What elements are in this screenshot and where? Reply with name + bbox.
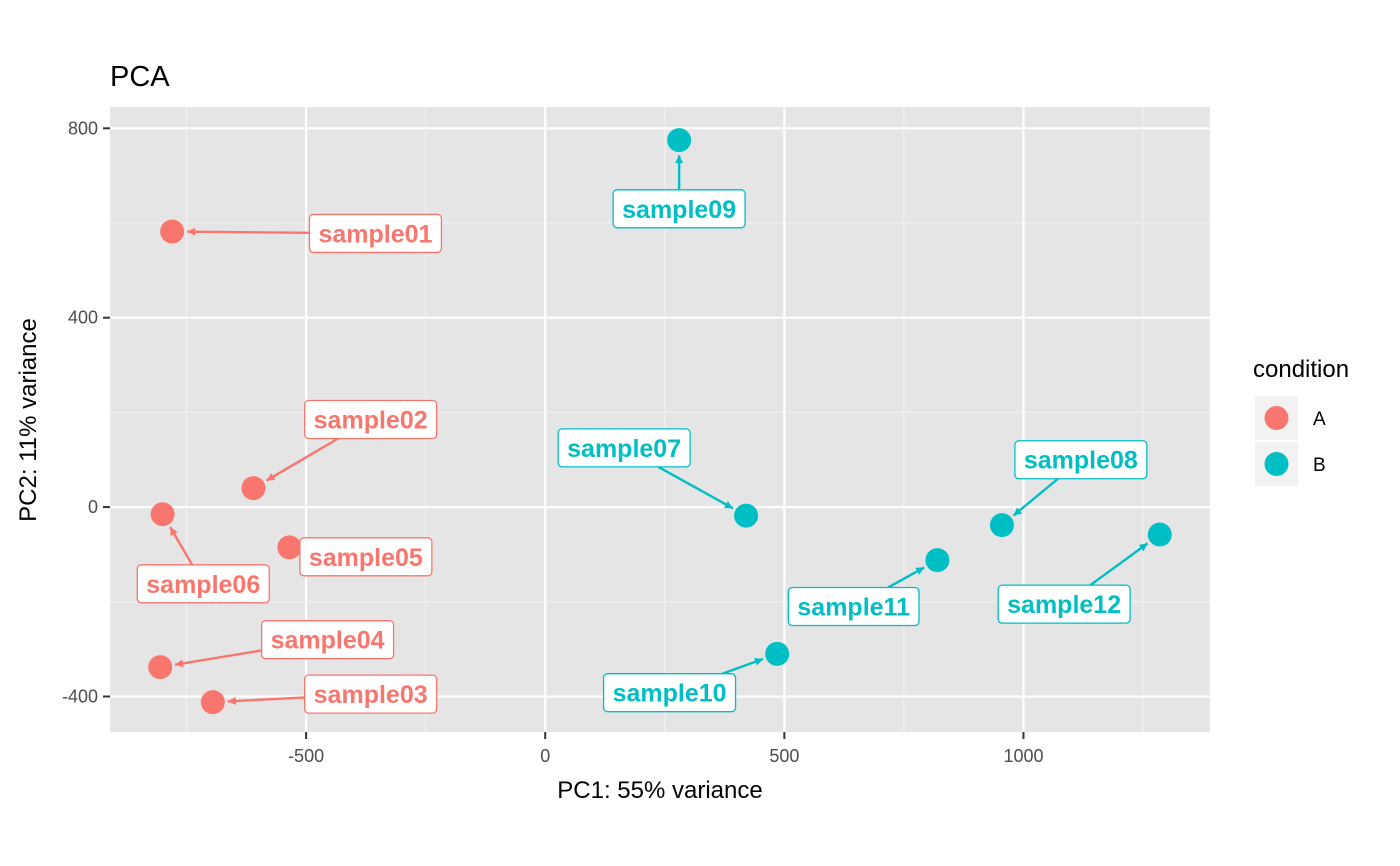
point-label-sample12: sample12 <box>997 584 1131 624</box>
label-text: sample08 <box>1024 447 1138 475</box>
connector-arrowhead <box>175 659 184 668</box>
label-box <box>1014 440 1148 480</box>
connector-arrowhead <box>266 473 276 481</box>
data-labels: sample01 sample02 sample03 sample04 sample05… <box>136 189 1148 714</box>
y-tick-label: -400 <box>62 686 98 706</box>
data-points <box>148 128 1172 715</box>
label-box <box>612 189 746 229</box>
point-label-sample09: sample09 <box>612 189 746 229</box>
point-label-sample01: sample01 <box>308 213 443 254</box>
chart-title: PCA <box>110 61 170 93</box>
label-box <box>304 399 438 440</box>
x-tick-label: 500 <box>769 746 799 766</box>
x-axis: -500 0 500 1000 <box>288 732 1044 766</box>
connector-arrowhead <box>187 227 196 236</box>
point-label-sample08: sample08 <box>1014 440 1148 480</box>
label-box <box>299 537 433 577</box>
label-text: sample05 <box>309 544 423 572</box>
connector-arrowhead <box>1138 543 1148 552</box>
label-text: sample11 <box>797 594 910 622</box>
label-connectors <box>169 155 1149 705</box>
y-axis-title: PC2: 11% variance <box>15 318 42 522</box>
point-label-sample04: sample04 <box>260 620 395 660</box>
label-text: sample07 <box>567 435 681 463</box>
x-tick-label: -500 <box>288 746 324 766</box>
label-box <box>308 213 443 254</box>
major-gridlines <box>110 107 1210 732</box>
label-box <box>787 586 920 627</box>
connector-sample07 <box>657 465 734 510</box>
point-label-sample07: sample07 <box>557 428 691 468</box>
label-text: sample12 <box>1007 591 1121 619</box>
label-text: sample09 <box>622 196 736 224</box>
point-sample12 <box>1147 522 1172 547</box>
point-sample04 <box>148 655 173 680</box>
point-label-sample03: sample03 <box>304 674 438 714</box>
point-sample02 <box>241 476 266 501</box>
label-box <box>304 674 438 714</box>
label-box <box>557 428 691 468</box>
connector-arrowhead <box>915 567 925 575</box>
point-label-sample10: sample10 <box>602 673 737 713</box>
connector-sample12 <box>1089 542 1149 587</box>
point-sample09 <box>667 128 692 153</box>
point-label-sample11: sample11 <box>787 586 920 627</box>
legend-title: condition <box>1253 356 1349 383</box>
x-tick-label: 0 <box>540 746 550 766</box>
label-text: sample02 <box>314 407 428 435</box>
point-label-sample05: sample05 <box>299 537 433 577</box>
legend-swatch-A <box>1264 406 1289 430</box>
x-tick-label: 1000 <box>1003 746 1043 766</box>
point-sample01 <box>160 219 185 244</box>
connector-sample01 <box>187 230 310 235</box>
point-sample07 <box>734 503 759 528</box>
connector-sample03 <box>227 696 305 703</box>
point-sample10 <box>765 641 790 666</box>
connector-sample08 <box>1012 477 1059 517</box>
legend-label-A: A <box>1313 409 1326 430</box>
connector-sample04 <box>174 649 262 666</box>
connector-arrowhead <box>675 155 684 164</box>
legend-swatch-B <box>1264 452 1289 476</box>
x-axis-title: PC1: 55% variance <box>557 777 762 804</box>
label-box <box>602 673 737 713</box>
label-text: sample06 <box>146 571 260 599</box>
connector-arrowhead <box>724 500 733 509</box>
point-label-sample02: sample02 <box>304 399 438 440</box>
legend: condition A B <box>1253 356 1349 486</box>
connector-sample02 <box>265 437 339 482</box>
label-box <box>997 584 1131 624</box>
legend-label-B: B <box>1313 455 1326 476</box>
point-label-sample06: sample06 <box>136 564 270 604</box>
connector-arrowhead <box>754 657 764 666</box>
connector-arrowhead <box>170 527 178 537</box>
point-sample05 <box>277 535 302 560</box>
label-text: sample10 <box>613 680 727 708</box>
point-sample06 <box>150 502 175 527</box>
y-tick-label: 0 <box>88 497 98 517</box>
point-sample03 <box>200 690 225 715</box>
point-sample08 <box>989 513 1014 538</box>
label-text: sample03 <box>314 681 428 709</box>
label-text: sample04 <box>271 627 385 655</box>
y-tick-label: 400 <box>68 308 98 328</box>
connector-arrowhead <box>1013 507 1023 516</box>
label-box <box>136 564 270 604</box>
point-sample11 <box>925 548 950 573</box>
connector-arrowhead <box>227 697 236 705</box>
label-box <box>260 620 395 660</box>
label-text: sample01 <box>318 220 432 248</box>
y-axis: -400 0 400 800 <box>62 118 110 706</box>
y-tick-label: 800 <box>68 118 98 138</box>
